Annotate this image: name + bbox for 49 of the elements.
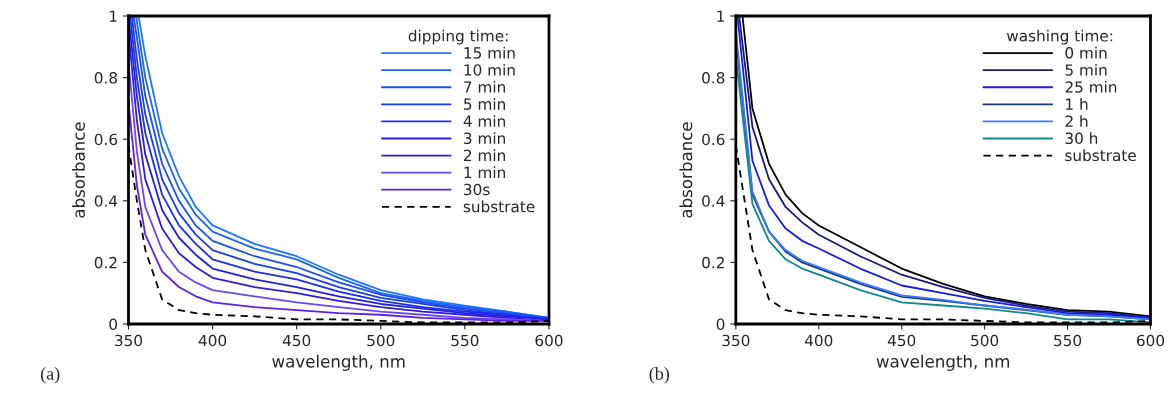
y-tick-label: 0.8 <box>94 72 118 84</box>
y-tick-label: 1 <box>110 10 117 22</box>
text: (a) <box>40 367 60 384</box>
legend-title: dipping time: <box>408 29 508 45</box>
legend-label: 3 min <box>464 132 505 145</box>
x-tick-label: 550 <box>451 334 479 347</box>
legend-label: 30 h <box>1065 132 1098 145</box>
legend-label: 7 min <box>464 80 505 93</box>
legend-label: 1 min <box>464 166 505 178</box>
legend-title: washing time: <box>1006 29 1113 45</box>
y-tick-label: 0.6 <box>94 133 118 146</box>
y-tick-label: 0.6 <box>702 133 725 146</box>
x-axis-title: wavelength, nm <box>272 354 405 371</box>
x-tick-label: 600 <box>1136 334 1165 347</box>
y-tick-label: 0 <box>109 318 118 331</box>
legend-label: 2 h <box>1065 115 1088 127</box>
legend-label: 30s <box>464 183 490 196</box>
x-tick-label: 350 <box>115 334 143 347</box>
y-tick-label: 0.2 <box>94 256 117 269</box>
legend-label: 5 min <box>464 98 505 110</box>
x-tick-label: 450 <box>887 334 916 347</box>
legend-label: 10 min <box>464 63 515 76</box>
y-tick-label: 0.8 <box>702 72 725 84</box>
x-tick-label: 550 <box>1054 334 1082 347</box>
legend-label: 15 min <box>464 46 515 59</box>
text: (b) <box>649 367 670 384</box>
legend-label: 5 min <box>1065 63 1107 76</box>
legend-label: 1 h <box>1066 98 1088 110</box>
y-tick-label: 0.4 <box>702 195 725 207</box>
x-axis-title: wavelength, nm <box>876 354 1009 371</box>
legend-label: 2 min <box>464 149 505 161</box>
x-tick-label: 600 <box>535 334 563 347</box>
legend-label: 0 min <box>1065 46 1107 59</box>
y-tick-label: 0.2 <box>702 256 724 269</box>
legend-label: 25 min <box>1065 80 1117 93</box>
x-tick-label: 500 <box>971 334 999 347</box>
y-tick-label: 1 <box>717 10 725 22</box>
y-axis-title: absorbance <box>679 122 693 218</box>
x-tick-label: 400 <box>804 334 833 347</box>
x-tick-label: 400 <box>198 334 227 347</box>
legend-label: substrate <box>1065 149 1136 162</box>
y-axis-title: absorbance <box>72 122 85 218</box>
x-tick-label: 350 <box>722 334 750 347</box>
legend-label: 4 min <box>463 115 505 127</box>
x-tick-label: 500 <box>367 334 395 347</box>
y-tick-label: 0 <box>716 318 725 331</box>
legend-label: substrate <box>463 200 535 213</box>
y-tick-label: 0.4 <box>94 195 118 207</box>
x-tick-label: 450 <box>282 334 311 347</box>
